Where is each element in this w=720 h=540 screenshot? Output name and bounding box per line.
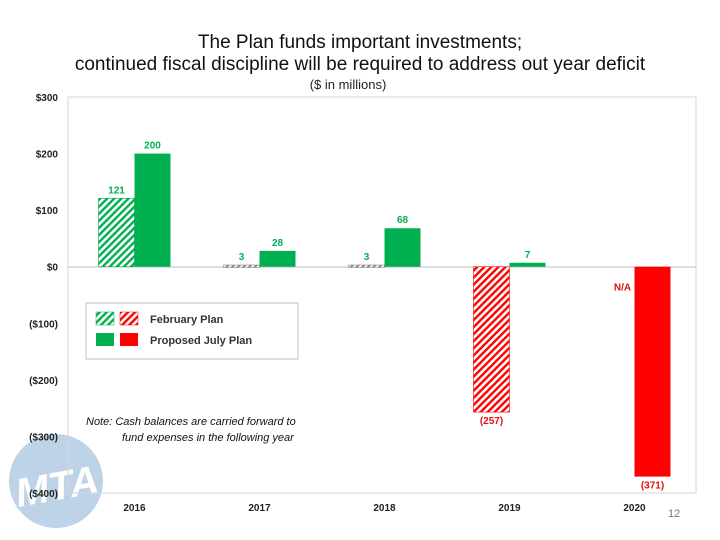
data-label: 28 bbox=[272, 238, 284, 249]
y-tick-label: $200 bbox=[36, 150, 59, 161]
y-tick-label: ($300) bbox=[29, 432, 58, 443]
y-tick-label: $100 bbox=[36, 206, 59, 217]
data-label: 121 bbox=[108, 185, 125, 196]
y-tick-label: $0 bbox=[47, 263, 59, 274]
legend-swatch-feb-green bbox=[95, 311, 115, 326]
bar-february-plan-2019 bbox=[473, 266, 510, 413]
legend: February Plan Proposed July Plan bbox=[85, 302, 299, 360]
chart-title-line1: The Plan funds important investments; bbox=[197, 32, 523, 53]
legend-swatch-july-red bbox=[120, 333, 138, 346]
plot-frame bbox=[67, 96, 697, 494]
note-line2: fund expenses in the following year bbox=[122, 432, 294, 444]
y-tick-label: $300 bbox=[36, 93, 59, 104]
chart-subtitle: ($ in millions) bbox=[309, 77, 387, 92]
bar-february-plan-2018 bbox=[348, 264, 385, 268]
legend-label-february-plan: February Plan bbox=[150, 314, 224, 326]
data-label: 7 bbox=[525, 250, 531, 261]
bar-proposed-july-plan-2017 bbox=[259, 250, 296, 267]
note-line1: Note: Cash balances are carried forward … bbox=[86, 416, 296, 428]
page-number: 12 bbox=[668, 508, 681, 520]
data-label: 3 bbox=[364, 252, 370, 263]
bar-february-plan-2017 bbox=[223, 264, 260, 268]
y-tick-label: ($100) bbox=[29, 319, 58, 330]
data-label-na: N/A bbox=[614, 283, 631, 294]
data-label: (371) bbox=[641, 481, 664, 492]
x-tick-label: 2018 bbox=[373, 503, 396, 514]
cash-balance-note: Note: Cash balances are carried forward … bbox=[86, 414, 356, 446]
y-tick-label: ($200) bbox=[29, 376, 58, 387]
mta-logo: MTA bbox=[9, 434, 103, 528]
x-tick-label: 2016 bbox=[123, 503, 146, 514]
legend-swatch-july-green bbox=[96, 333, 114, 346]
x-tick-label: 2017 bbox=[248, 503, 271, 514]
data-label: 200 bbox=[144, 141, 161, 152]
bar-proposed-july-plan-2020 bbox=[634, 266, 671, 477]
legend-swatch-feb-red bbox=[119, 311, 139, 326]
x-tick-label: 2020 bbox=[623, 503, 646, 514]
data-label: 68 bbox=[397, 215, 409, 226]
bar-proposed-july-plan-2018 bbox=[384, 228, 421, 267]
data-label: 3 bbox=[239, 252, 245, 263]
data-label: (257) bbox=[480, 416, 503, 427]
bar-proposed-july-plan-2019 bbox=[509, 262, 546, 267]
x-tick-label: 2019 bbox=[498, 503, 521, 514]
bar-proposed-july-plan-2016 bbox=[134, 153, 171, 267]
legend-label-proposed-july-plan: Proposed July Plan bbox=[150, 335, 252, 347]
y-tick-label: ($400) bbox=[29, 489, 58, 500]
bar-february-plan-2016 bbox=[98, 197, 135, 268]
chart-title-line2: continued fiscal discipline will be requ… bbox=[74, 54, 646, 75]
legend-box bbox=[85, 302, 299, 360]
